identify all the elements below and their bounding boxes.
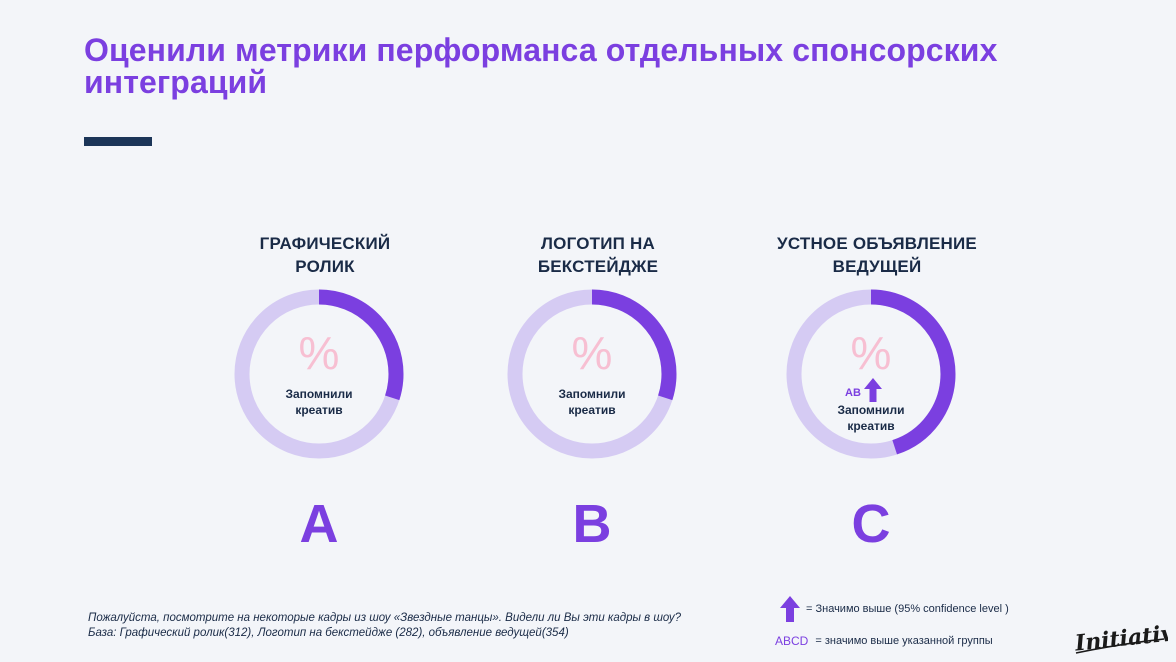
chart-title: УСТНОЕ ОБЪЯВЛЕНИЕ ВЕДУЩЕЙ <box>747 232 1007 278</box>
donut-svg <box>234 289 404 459</box>
chart-panel-a: ГРАФИЧЕСКИЙ РОЛИК % Запомнили креатив A <box>195 232 455 552</box>
title-underline <box>84 137 152 146</box>
chart-title: ГРАФИЧЕСКИЙ РОЛИК <box>195 232 455 278</box>
legend-abcd-text: = значимо выше указанной группы <box>815 635 993 647</box>
chart-panel-b: ЛОГОТИП НА БЕКСТЕЙДЖЕ % Запомнили креати… <box>468 232 728 552</box>
donut-chart: % Запомнили креатив <box>468 284 728 462</box>
logo-swoosh <box>1075 638 1165 654</box>
metric-label: Запомнили креатив <box>195 386 443 418</box>
chart-title: ЛОГОТИП НА БЕКСТЕЙДЖЕ <box>468 232 728 278</box>
legend-abcd-row: ABCD = значимо выше указанной группы <box>775 634 993 648</box>
donut-svg <box>786 289 956 459</box>
arrow-up-icon <box>863 378 882 402</box>
footnote: Пожалуйста, посмотрите на некоторые кадр… <box>88 611 738 641</box>
percent-value: % <box>298 327 340 379</box>
metric-label-line: креатив <box>847 419 895 433</box>
metric-label-line: креатив <box>568 403 616 417</box>
footnote-base: База: Графический ролик(312), Логотип на… <box>88 627 569 639</box>
significance-marker: AB <box>845 376 882 402</box>
metric-label-line: креатив <box>295 403 343 417</box>
chart-title-line: ВЕДУЩЕЙ <box>832 257 922 276</box>
donut-chart: % AB Запомнили креатив <box>747 284 1007 462</box>
chart-title-line: ЛОГОТИП НА <box>541 234 655 253</box>
metric-label-line: Запомнили <box>285 387 353 401</box>
legend-arrow-row: = Значимо выше (95% confidence level ) <box>780 596 1009 622</box>
group-letter: A <box>299 494 339 554</box>
donut-fill-segment <box>507 289 677 459</box>
arrow-up-icon <box>780 596 800 622</box>
metric-label-line: Запомнили <box>558 387 626 401</box>
initiative-logo: Initiative <box>1073 622 1168 657</box>
metric-label: Запомнили креатив <box>468 386 716 418</box>
page-title: Оценили метрики перформанса отдельных сп… <box>84 32 998 100</box>
donut-fill-segment <box>786 289 956 459</box>
donut-svg <box>507 289 677 459</box>
footnote-question: Пожалуйста, посмотрите на некоторые кадр… <box>88 612 682 624</box>
metric-label: Запомнили креатив <box>747 402 995 434</box>
donut-fill-segment <box>234 289 404 459</box>
chart-title-line: РОЛИК <box>295 257 355 276</box>
group-letter: C <box>851 494 891 554</box>
donut-chart: % Запомнили креатив <box>195 284 455 462</box>
metric-label-line: Запомнили <box>837 403 905 417</box>
chart-title-line: БЕКСТЕЙДЖЕ <box>537 257 659 276</box>
chart-panel-c: УСТНОЕ ОБЪЯВЛЕНИЕ ВЕДУЩЕЙ % AB Запомнили… <box>747 232 1007 552</box>
legend-abcd-letters: ABCD <box>775 634 809 648</box>
percent-value: % <box>571 327 613 379</box>
significance-letters: AB <box>845 387 861 399</box>
chart-title-line: УСТНОЕ ОБЪЯВЛЕНИЕ <box>777 234 977 253</box>
percent-value: % <box>850 327 892 379</box>
legend-arrow-text: = Значимо выше (95% confidence level ) <box>806 603 1009 615</box>
group-letter: B <box>572 494 612 554</box>
chart-title-line: ГРАФИЧЕСКИЙ <box>259 234 391 253</box>
